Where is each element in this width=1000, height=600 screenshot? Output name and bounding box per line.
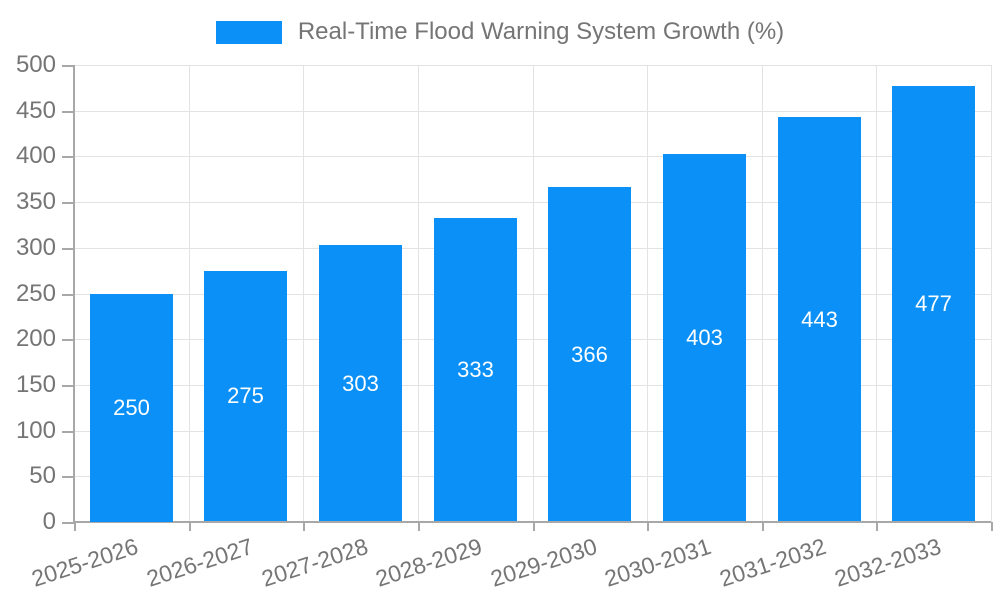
bar	[434, 218, 517, 521]
bar	[319, 245, 402, 521]
bar-value-label: 303	[342, 371, 379, 396]
y-tick-label: 0	[42, 508, 56, 535]
gridline-horizontal	[74, 294, 991, 295]
legend-label: Real-Time Flood Warning System Growth (%…	[297, 18, 785, 45]
y-tick-mark	[62, 522, 74, 524]
bar-value-label: 250	[113, 395, 150, 420]
gridline-vertical	[189, 65, 190, 522]
bar	[778, 117, 861, 521]
bar-value-label: 333	[457, 357, 494, 382]
x-tick-label: 2028-2029	[372, 533, 486, 592]
gridline-horizontal	[74, 156, 991, 157]
bar	[90, 294, 173, 522]
y-tick-mark	[62, 111, 74, 113]
x-tick-label: 2032-2033	[831, 533, 945, 592]
y-tick-mark	[62, 476, 74, 478]
gridline-vertical	[762, 65, 763, 522]
x-tick-mark	[533, 522, 535, 531]
bar	[892, 86, 975, 521]
gridline-vertical	[533, 65, 534, 522]
x-tick-mark	[991, 522, 993, 531]
y-tick-label: 400	[15, 142, 56, 169]
gridline-horizontal	[74, 431, 991, 432]
x-tick-mark	[189, 522, 191, 531]
y-tick-label: 100	[15, 417, 56, 444]
x-tick-mark	[647, 522, 649, 531]
y-tick-mark	[62, 156, 74, 158]
legend-swatch	[215, 20, 282, 44]
bar	[204, 271, 287, 521]
x-tick-label: 2029-2030	[487, 533, 601, 592]
y-tick-mark	[62, 431, 74, 433]
x-tick-mark	[762, 522, 764, 531]
gridline-horizontal	[74, 65, 991, 66]
bar	[548, 187, 631, 521]
x-tick-label: 2030-2031	[601, 533, 715, 592]
gridline-horizontal	[74, 202, 991, 203]
y-tick-label: 300	[15, 234, 56, 261]
y-axis-line	[73, 65, 75, 522]
y-tick-mark	[62, 248, 74, 250]
bar-value-label: 403	[686, 325, 723, 350]
y-tick-mark	[62, 385, 74, 387]
y-tick-label: 450	[15, 97, 56, 124]
gridline-horizontal	[74, 248, 991, 249]
gridline-horizontal	[74, 385, 991, 386]
x-tick-label: 2031-2032	[716, 533, 830, 592]
y-tick-mark	[62, 339, 74, 341]
bar-value-label: 366	[571, 342, 608, 367]
chart-legend: Real-Time Flood Warning System Growth (%…	[0, 18, 1000, 46]
gridline-vertical	[647, 65, 648, 522]
y-tick-mark	[62, 202, 74, 204]
x-axis-line	[73, 521, 991, 523]
y-tick-mark	[62, 65, 74, 67]
gridline-vertical	[876, 65, 877, 522]
bar	[663, 154, 746, 521]
y-tick-label: 250	[15, 280, 56, 307]
x-tick-label: 2027-2028	[258, 533, 372, 592]
gridline-vertical	[418, 65, 419, 522]
bar-value-label: 477	[915, 291, 952, 316]
x-tick-label: 2025-2026	[28, 533, 142, 592]
y-tick-mark	[62, 294, 74, 296]
gridline-horizontal	[74, 339, 991, 340]
gridline-horizontal	[74, 476, 991, 477]
bar-value-label: 275	[227, 383, 264, 408]
x-tick-label: 2026-2027	[143, 533, 257, 592]
bar-value-label: 443	[801, 307, 838, 332]
y-tick-label: 500	[15, 51, 56, 78]
gridline-vertical	[303, 65, 304, 522]
y-tick-label: 200	[15, 325, 56, 352]
x-tick-mark	[74, 522, 76, 531]
gridline-horizontal	[74, 111, 991, 112]
x-tick-mark	[876, 522, 878, 531]
x-tick-mark	[303, 522, 305, 531]
y-tick-label: 350	[15, 188, 56, 215]
y-tick-label: 150	[15, 371, 56, 398]
y-tick-label: 50	[29, 462, 56, 489]
gridline-vertical	[991, 65, 992, 522]
x-tick-mark	[418, 522, 420, 531]
